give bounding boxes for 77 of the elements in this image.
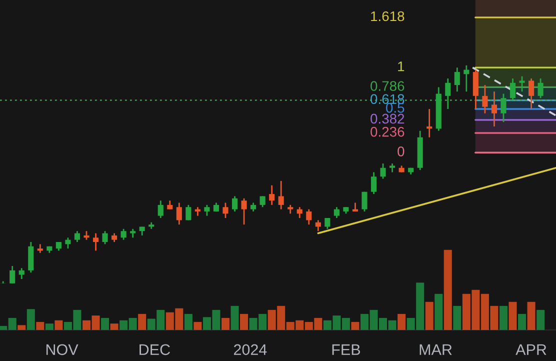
bar [518, 314, 526, 330]
candlestick [315, 219, 321, 232]
bar [230, 306, 239, 330]
candlestick [10, 265, 16, 284]
candlestick [28, 241, 34, 274]
candlestick [102, 230, 108, 245]
bar [453, 306, 462, 330]
x-tick-label: APR [516, 344, 546, 355]
bar [444, 250, 452, 330]
candlestick [0, 280, 6, 284]
bar [26, 309, 35, 330]
candlestick [500, 93, 506, 123]
bar [240, 314, 248, 330]
bar [36, 322, 44, 330]
candlestick [65, 236, 71, 250]
candlestick [120, 228, 126, 240]
x-tick-label: MAR [420, 344, 452, 355]
bar [527, 302, 536, 330]
candlestick [519, 76, 525, 92]
candlestick [324, 217, 330, 230]
candlestick [186, 204, 192, 221]
bar [18, 325, 26, 330]
candlestick [482, 84, 488, 114]
candlestick [445, 78, 451, 110]
annotation: 0.382 [370, 114, 404, 124]
candlestick [464, 64, 470, 92]
candlestick [269, 184, 275, 206]
candlestick [241, 198, 247, 226]
candlestick [334, 206, 340, 219]
bar [434, 294, 443, 330]
bar [536, 310, 545, 330]
candlestick [454, 66, 460, 92]
candlestick [18, 267, 24, 280]
candlestick [426, 108, 432, 138]
candlestick [232, 196, 238, 212]
candlestick [362, 191, 368, 212]
bar [184, 314, 192, 330]
x-tick-label: DEC [140, 344, 170, 356]
bar [110, 324, 118, 330]
text: 1.618 [371, 11, 404, 22]
bar [194, 322, 202, 330]
bar [45, 324, 54, 330]
candlestick [510, 78, 516, 101]
annotation: 1 [398, 62, 404, 72]
annotation: 0 [398, 146, 404, 156]
candlestick [158, 200, 164, 219]
bar [499, 306, 508, 330]
candlestick [204, 204, 210, 217]
candlestick [260, 196, 266, 208]
bar [54, 320, 63, 330]
candlestick [491, 90, 497, 128]
bar [221, 318, 230, 330]
annotation: 0.236 [370, 126, 404, 137]
candlestick [74, 230, 80, 243]
annotation: 0.618 [370, 94, 404, 104]
candlestick [380, 162, 386, 180]
candlestick [296, 206, 302, 219]
x-tick-label: 2024 [234, 344, 267, 356]
bar [351, 322, 360, 330]
candlestick [370, 172, 377, 195]
bar [425, 302, 434, 330]
candlestick [176, 202, 182, 226]
bar [101, 318, 110, 330]
candlestick [306, 208, 312, 226]
bar [138, 314, 146, 330]
bar [508, 302, 517, 330]
x-tick-label: NOV [46, 344, 78, 356]
candlestick [472, 69, 478, 110]
candlestick [222, 202, 228, 219]
annotation: 0.786 [370, 81, 404, 91]
candlestick [278, 180, 284, 210]
candlestick [528, 78, 534, 110]
candlestick [538, 78, 544, 99]
x-tick-label: FEB [332, 344, 360, 355]
annotation: 0.5 [386, 102, 404, 113]
bar [398, 314, 406, 330]
candlestick [92, 232, 99, 252]
